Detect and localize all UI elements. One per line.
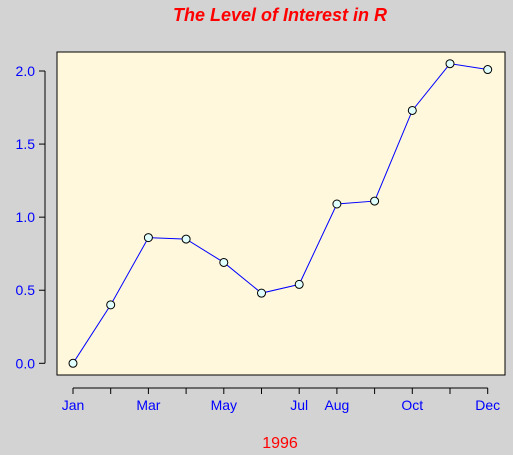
data-point xyxy=(294,279,304,289)
x-axis: Jan Mar May Jul Aug Oct Dec xyxy=(62,387,500,413)
data-point xyxy=(483,65,493,75)
x-tick-label: Mar xyxy=(136,397,160,413)
series-line xyxy=(72,63,488,364)
x-tick-label: Aug xyxy=(324,397,349,413)
y-tick-label: 2.0 xyxy=(16,63,36,79)
x-tick-label: Dec xyxy=(475,397,500,413)
y-tick-label: 1.5 xyxy=(16,136,36,152)
data-series xyxy=(68,59,493,368)
x-tick-label: May xyxy=(211,397,237,413)
data-point xyxy=(407,105,417,115)
data-point xyxy=(106,300,116,310)
x-tick-label: Jul xyxy=(290,397,308,413)
plot-area xyxy=(56,51,506,376)
data-point xyxy=(257,288,266,298)
y-tick-label: 0.0 xyxy=(16,355,36,371)
y-tick-label: 1.0 xyxy=(16,209,36,225)
y-tick-label: 0.5 xyxy=(16,282,36,298)
data-point xyxy=(370,196,380,206)
data-point xyxy=(219,257,229,267)
chart-title: The Level of Interest in R xyxy=(173,5,387,25)
data-point xyxy=(181,234,191,244)
x-tick-label: Jan xyxy=(62,397,85,413)
x-axis-label: 1996 xyxy=(262,435,298,452)
data-point xyxy=(332,199,342,209)
data-point xyxy=(143,233,153,243)
y-axis: 0.0 0.5 1.0 1.5 2.0 xyxy=(16,63,46,371)
data-point xyxy=(445,59,455,69)
data-point xyxy=(68,358,78,368)
x-tick-label: Oct xyxy=(401,397,423,413)
